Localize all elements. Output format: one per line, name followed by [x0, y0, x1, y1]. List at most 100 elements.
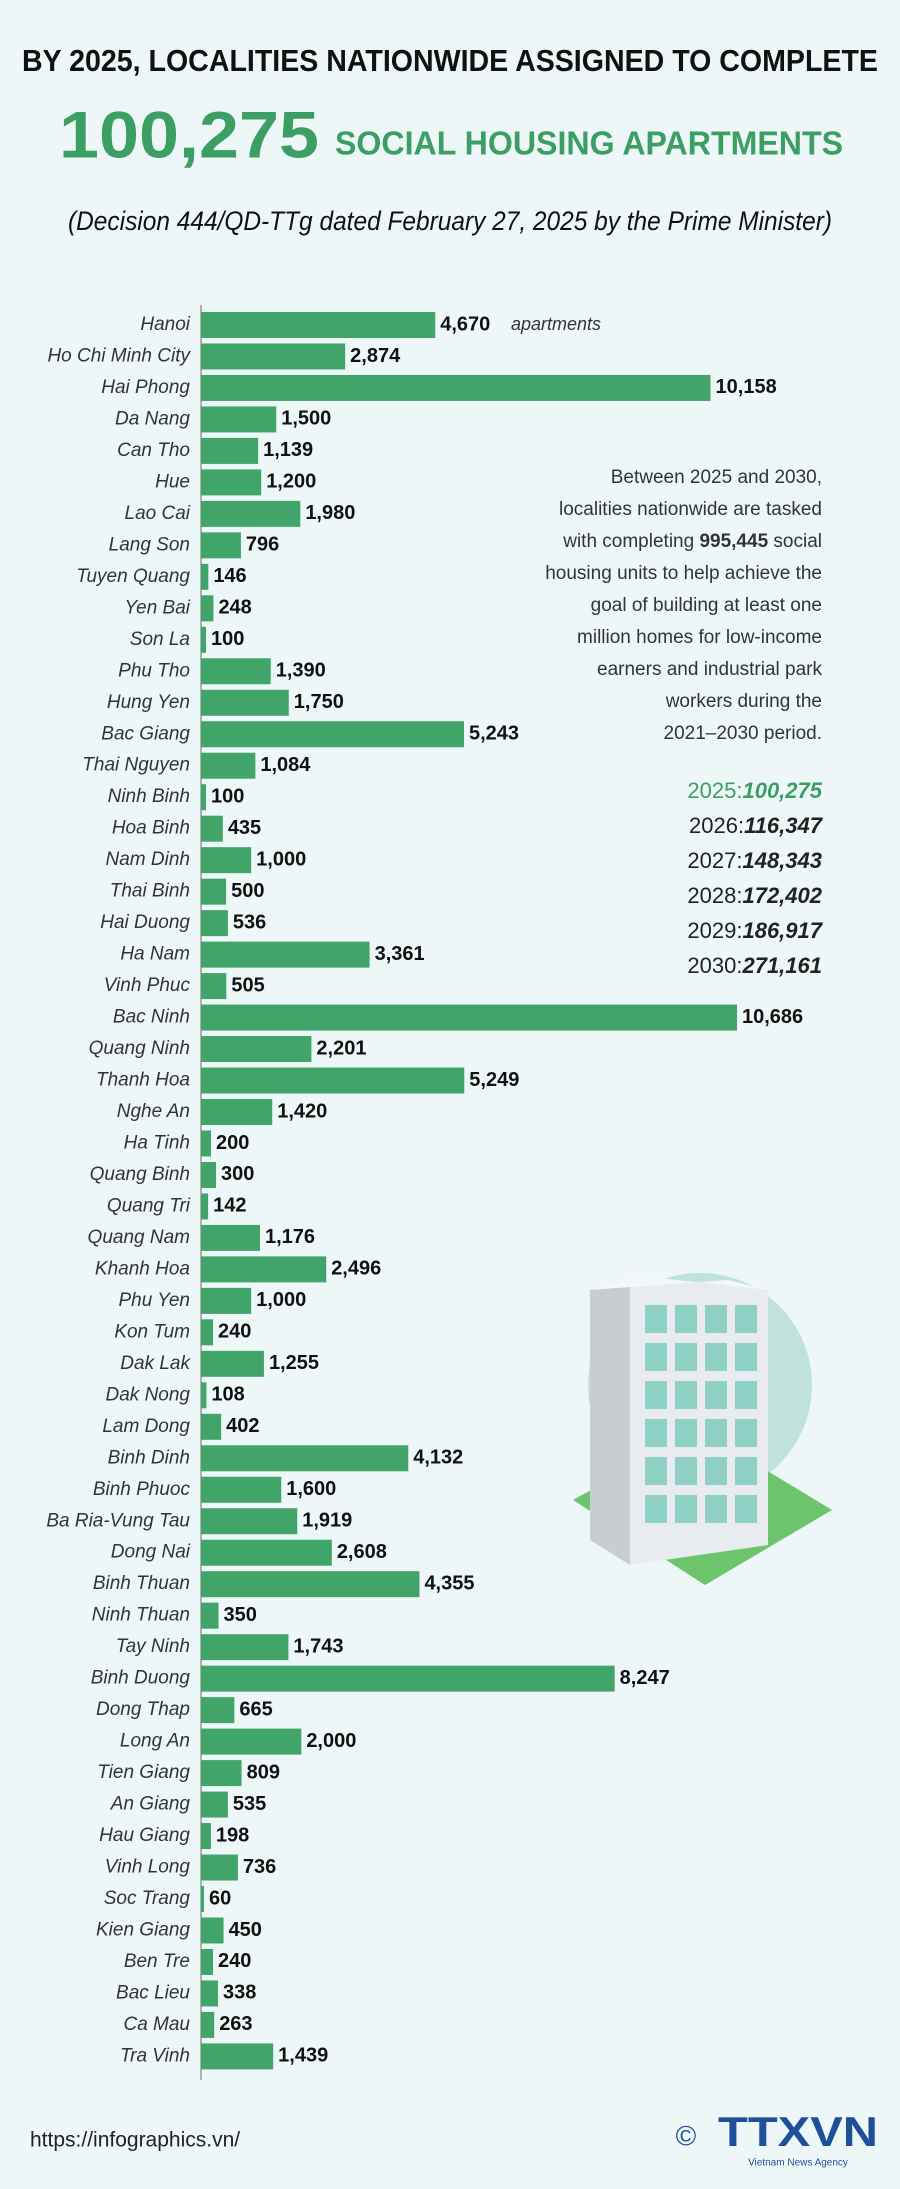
value-label: 142 — [213, 1195, 246, 1217]
bar — [201, 689, 289, 716]
category-label: Vinh Long — [105, 1857, 191, 1878]
value-label: 146 — [213, 565, 246, 587]
value-label: 5,249 — [469, 1069, 519, 1091]
illustration-window — [675, 1419, 697, 1447]
value-label: 1,176 — [265, 1226, 315, 1248]
category-label: Ninh Binh — [108, 786, 190, 807]
value-label: 2,201 — [316, 1037, 366, 1059]
bar — [201, 1036, 312, 1063]
value-label: 300 — [221, 1163, 254, 1185]
bar — [201, 626, 207, 653]
side-note-text: social — [768, 531, 822, 552]
target-year: 2028: — [687, 883, 742, 908]
bar — [201, 532, 241, 559]
bar — [201, 1319, 214, 1346]
bar — [201, 1728, 302, 1755]
category-label: Ca Mau — [123, 2014, 190, 2035]
value-label: 2,608 — [337, 1541, 387, 1563]
bar — [201, 1099, 273, 1125]
category-label: Dak Nong — [106, 1384, 191, 1405]
category-label: Hai Duong — [100, 912, 190, 933]
side-note-line: goal of building at least one — [591, 595, 822, 616]
value-label: 1,139 — [263, 439, 313, 461]
bar — [201, 1791, 228, 1818]
bar — [201, 910, 228, 937]
bar — [201, 500, 301, 527]
category-label: Binh Phuoc — [93, 1479, 191, 1500]
footer-url: https://infographics.vn/ — [30, 2129, 240, 2152]
illustration-window — [675, 1495, 697, 1523]
category-label: Thai Binh — [110, 881, 190, 902]
illustration-window — [645, 1457, 667, 1485]
category-label: Lam Dong — [102, 1416, 190, 1437]
bar — [201, 1760, 242, 1787]
bar — [201, 658, 271, 685]
bar — [201, 1823, 211, 1850]
value-label: 665 — [239, 1698, 272, 1720]
bar — [201, 721, 464, 748]
illustration-window — [735, 1457, 757, 1485]
illustration-window — [645, 1381, 667, 1409]
value-label: 505 — [231, 974, 264, 996]
bar — [201, 1445, 409, 1472]
bar — [201, 1413, 222, 1440]
value-label: 736 — [243, 1856, 276, 1878]
value-label: 2,496 — [331, 1258, 381, 1280]
illustration-window — [705, 1419, 727, 1447]
value-label: 4,132 — [413, 1447, 463, 1469]
value-label: 200 — [216, 1132, 249, 1154]
bar — [201, 1508, 298, 1535]
value-label: 1,420 — [277, 1100, 327, 1122]
category-label: Bac Ninh — [113, 1007, 190, 1028]
illustration-window — [675, 1343, 697, 1371]
target-line: 2029:186,917 — [687, 918, 823, 943]
side-note-text: with completing — [562, 531, 699, 552]
value-label: 450 — [229, 1919, 262, 1941]
value-label: 1,255 — [269, 1352, 319, 1374]
copyright-symbol: © — [676, 2120, 697, 2151]
bar — [201, 1256, 327, 1283]
category-label: Yen Bai — [125, 597, 191, 618]
category-label: Bac Giang — [101, 723, 190, 744]
illustration-window — [735, 1381, 757, 1409]
value-label: 535 — [233, 1793, 266, 1815]
target-year: 2030: — [687, 953, 742, 978]
unit-annotation: apartments — [511, 314, 601, 334]
value-label: 100 — [211, 785, 244, 807]
bar — [201, 1067, 465, 1094]
category-label: Thai Nguyen — [82, 755, 190, 776]
bar — [201, 1980, 218, 2007]
target-value: 172,402 — [742, 883, 822, 908]
value-label: 240 — [218, 1321, 251, 1343]
bar — [201, 312, 436, 338]
bar — [201, 1350, 264, 1377]
category-label: Ha Nam — [120, 944, 190, 965]
category-label: Lang Son — [109, 534, 190, 555]
value-label: 1,750 — [294, 691, 344, 713]
bar — [201, 1287, 252, 1314]
value-label: 60 — [209, 1887, 231, 1909]
building-illustration — [573, 1273, 832, 1585]
target-value: 186,917 — [742, 918, 823, 943]
value-label: 402 — [226, 1415, 259, 1437]
target-year: 2029: — [687, 918, 742, 943]
value-label: 248 — [218, 597, 251, 619]
illustration-window — [735, 1419, 757, 1447]
category-label: Can Tho — [117, 440, 190, 461]
value-label: 3,361 — [375, 943, 425, 965]
bar — [201, 343, 346, 370]
category-label: Tuyen Quang — [76, 566, 190, 587]
value-label: 1,500 — [281, 408, 331, 430]
side-note-line: with completing 995,445 social — [562, 531, 822, 552]
target-value: 116,347 — [744, 813, 824, 838]
category-label: Ninh Thuan — [92, 1605, 190, 1626]
category-label: Binh Duong — [91, 1668, 191, 1689]
value-label: 338 — [223, 1982, 256, 2004]
value-label: 1,439 — [278, 2045, 328, 2067]
logo-caption: Vietnam News Agency — [748, 2158, 848, 2169]
side-note-line: housing units to help achieve the — [545, 563, 822, 584]
target-line: 2026:116,347 — [689, 813, 824, 838]
value-label: 5,243 — [469, 723, 519, 745]
